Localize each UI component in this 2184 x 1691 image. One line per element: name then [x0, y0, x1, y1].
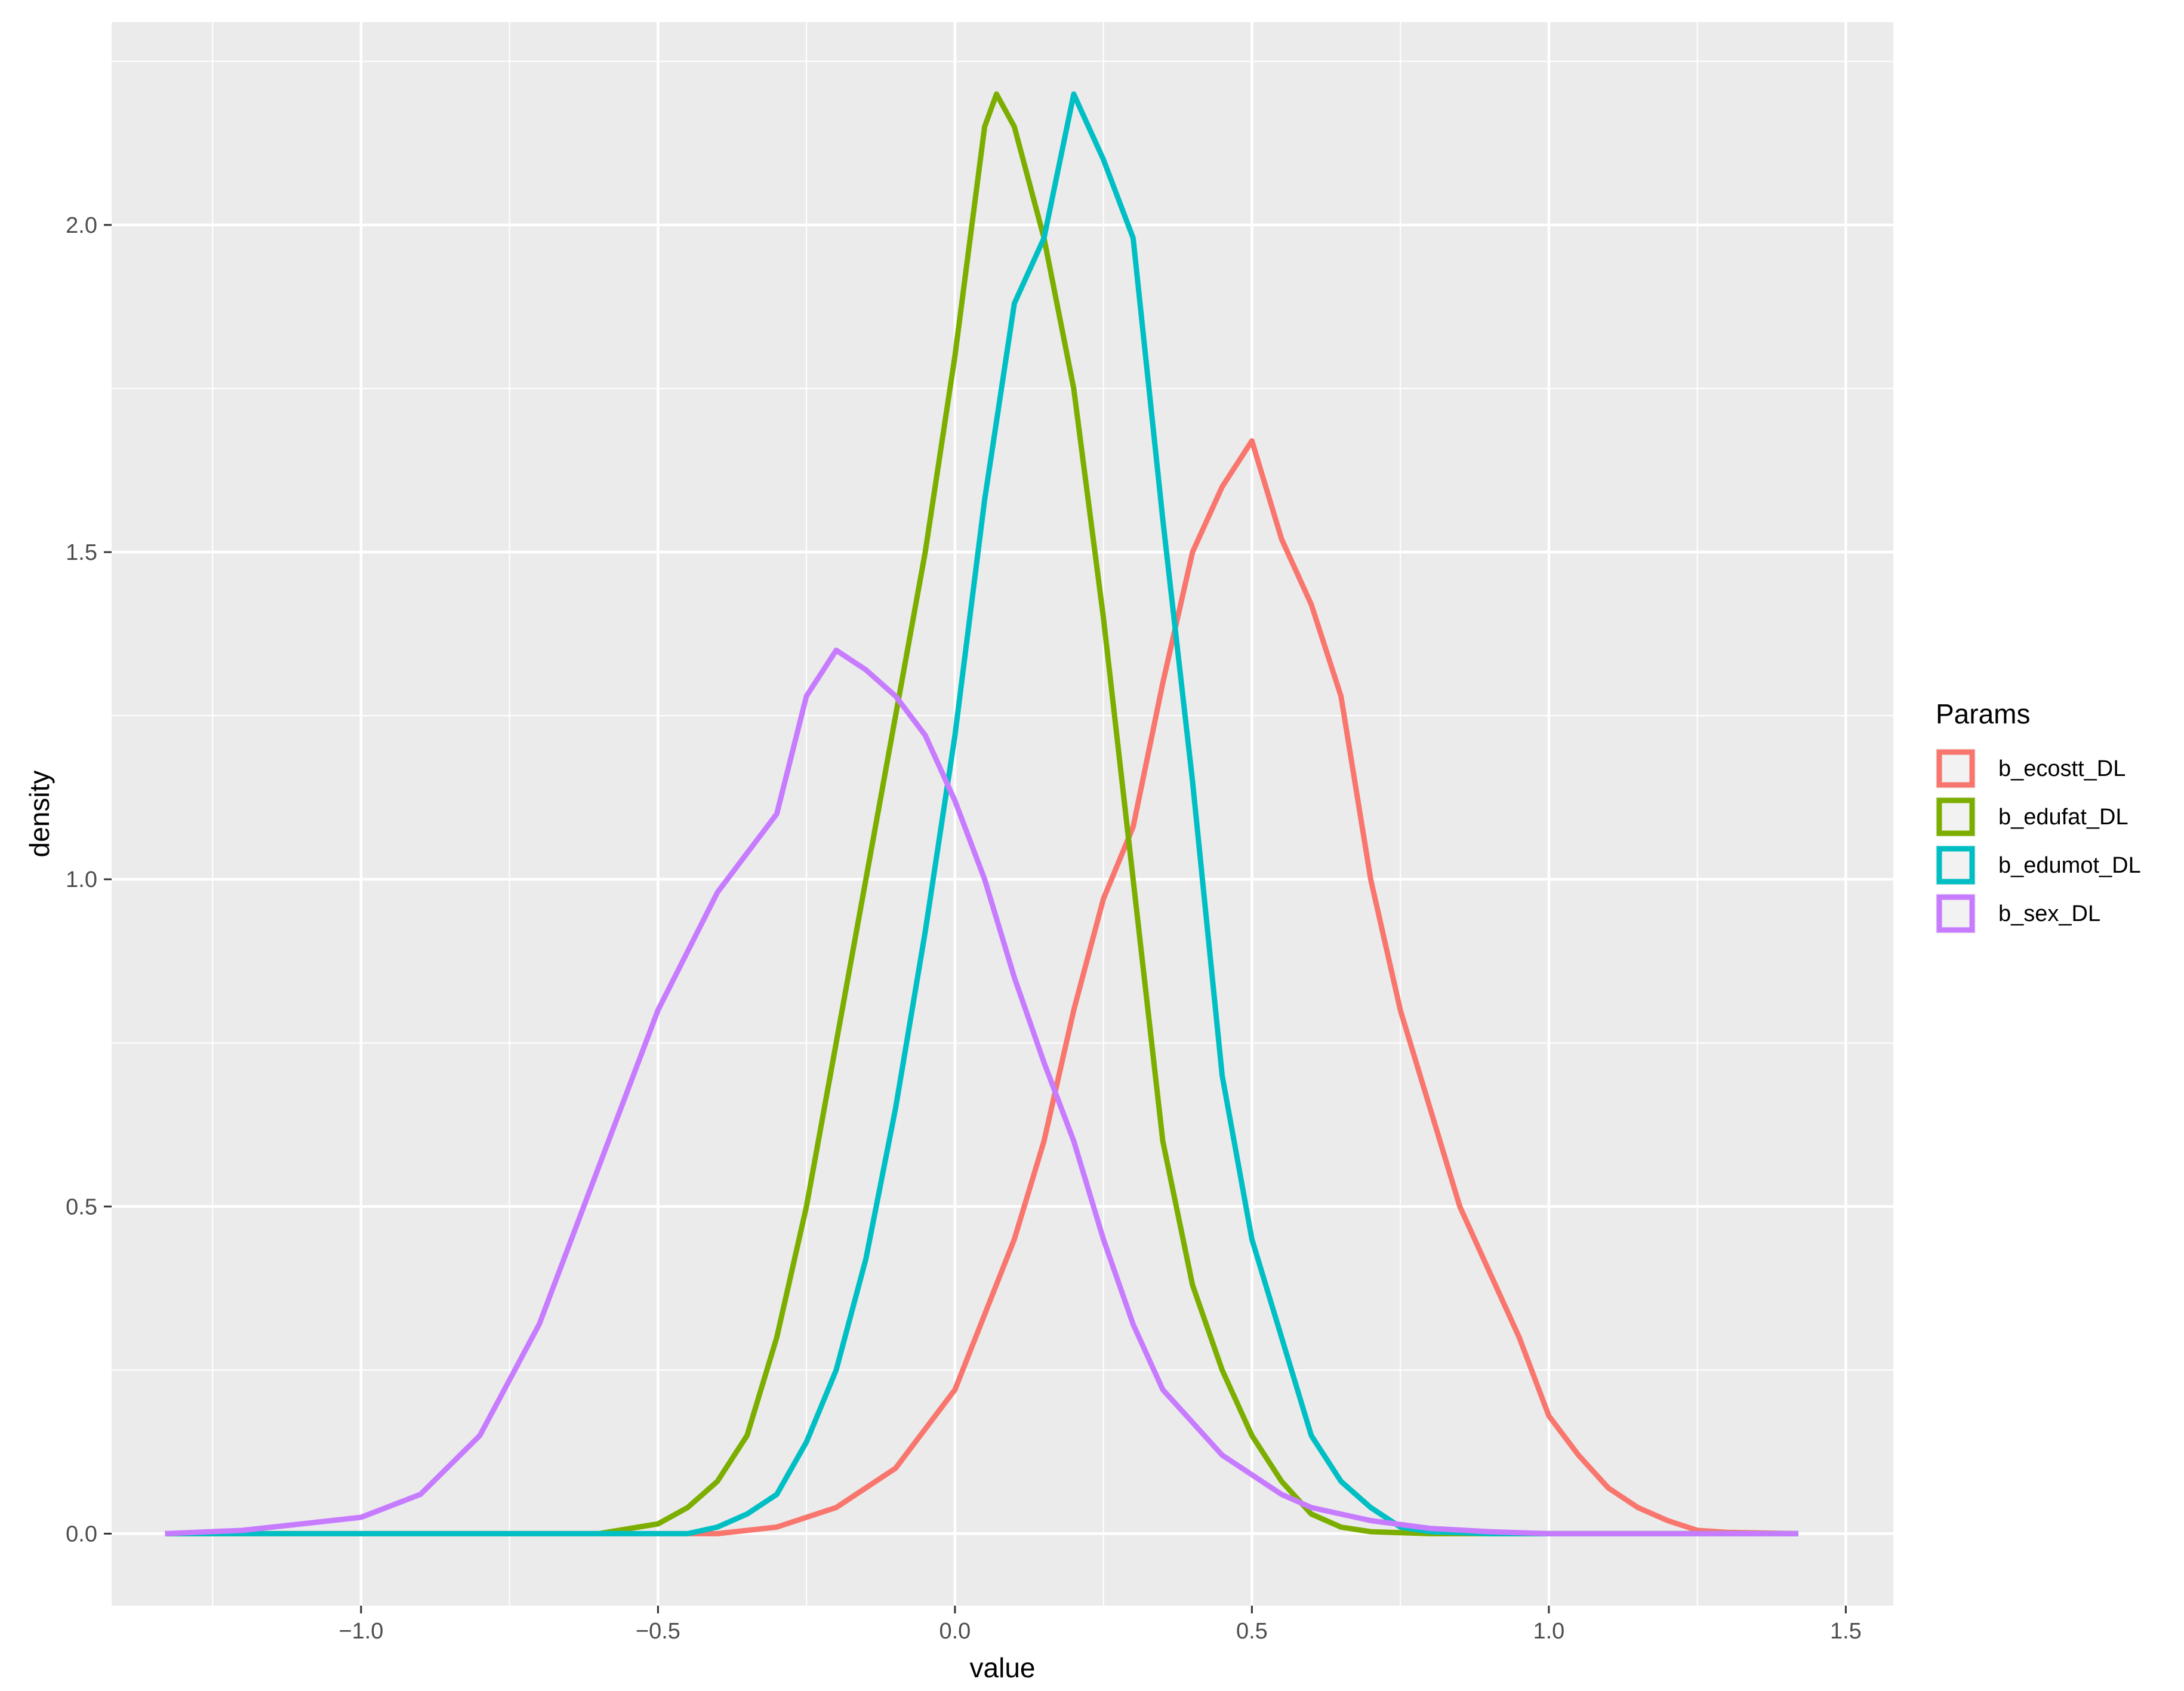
y-tick-label: 2.0	[66, 213, 97, 238]
y-axis: 0.0 0.5 1.0 1.5 2.0	[66, 213, 112, 1547]
y-tick-label: 0.5	[66, 1194, 97, 1219]
legend-label: b_edumot_DL	[1998, 853, 2141, 878]
plot-panel	[112, 22, 1893, 1606]
x-tick-label: −1.0	[338, 1619, 383, 1644]
series-line-b_edufat_DL	[165, 91, 1798, 1536]
legend: Params b_ecostt_DL b_edufat_DL b_edumot_DL…	[1936, 698, 2141, 934]
legend-title: Params	[1936, 698, 2030, 729]
x-axis-title: value	[970, 1652, 1036, 1683]
series-lines	[165, 91, 1798, 1536]
x-axis: −1.0 −0.5 0.0 0.5 1.0 1.5	[338, 1606, 1862, 1644]
y-tick-label: 0.0	[66, 1521, 97, 1547]
legend-key-background	[1936, 797, 1976, 837]
legend-label: b_edufat_DL	[1998, 805, 2128, 830]
legend-items: b_ecostt_DL b_edufat_DL b_edumot_DL b_sex_D…	[1936, 749, 2141, 934]
x-tick-label: −0.5	[636, 1619, 680, 1644]
x-tick-label: 1.5	[1830, 1619, 1862, 1644]
y-axis-title: density	[24, 771, 55, 858]
x-tick-label: 0.5	[1236, 1619, 1268, 1644]
series-line-b_edumot_DL	[165, 91, 1798, 1536]
series-line-b_ecostt_DL	[165, 438, 1798, 1536]
legend-label: b_ecostt_DL	[1998, 756, 2126, 781]
legend-label: b_sex_DL	[1998, 901, 2100, 926]
legend-key-b_edufat_DL	[1936, 797, 1975, 836]
legend-key-background	[1936, 894, 1976, 934]
x-tick-label: 1.0	[1533, 1619, 1564, 1644]
series-line-b_sex_DL	[165, 647, 1798, 1536]
legend-key-b_sex_DL	[1936, 894, 1975, 933]
legend-key-b_ecostt_DL	[1936, 749, 1975, 788]
x-tick-label: 0.0	[939, 1619, 971, 1644]
legend-key-background	[1936, 749, 1976, 788]
y-tick-label: 1.0	[66, 867, 97, 892]
legend-key-b_edumot_DL	[1936, 846, 1975, 885]
y-tick-label: 1.5	[66, 540, 97, 565]
legend-key-background	[1936, 845, 1976, 885]
